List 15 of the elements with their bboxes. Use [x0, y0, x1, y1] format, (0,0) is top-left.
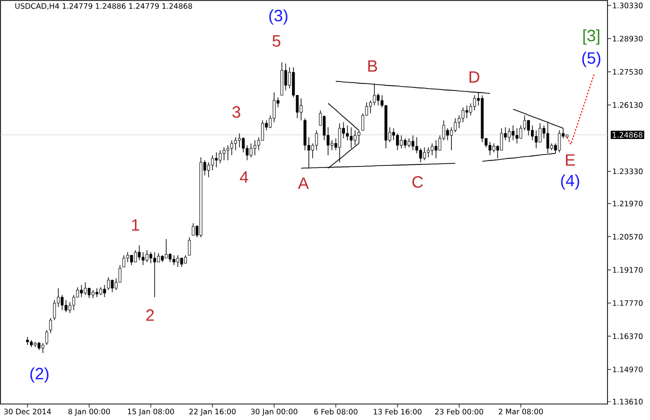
annotation: (2): [30, 367, 48, 383]
annotation: 4: [240, 171, 248, 183]
annotation: 3: [232, 106, 240, 118]
annotation: D: [470, 71, 480, 83]
annotation: C: [412, 176, 423, 188]
annotation: (3): [269, 9, 288, 25]
annotation: [3]: [583, 29, 600, 45]
annotation: A: [298, 178, 309, 189]
annotation: E: [566, 154, 575, 166]
annotation: 5: [272, 35, 280, 47]
annotation: (4): [561, 174, 580, 190]
annotation: (5): [582, 52, 600, 68]
annotation: B: [368, 60, 378, 72]
annotation: 2: [146, 309, 154, 321]
annotation: 1: [132, 219, 140, 231]
